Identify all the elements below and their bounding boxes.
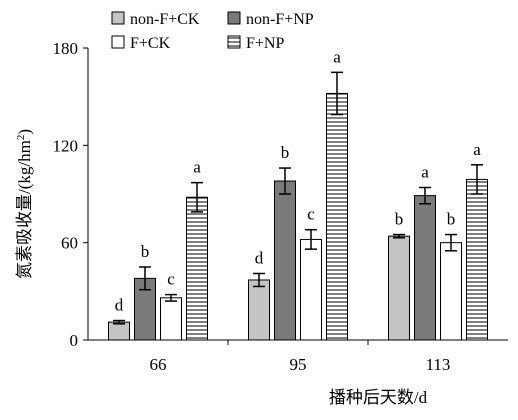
significance-label: a — [473, 140, 481, 159]
bar — [248, 279, 270, 341]
significance-label: a — [333, 47, 341, 66]
bar — [160, 297, 182, 341]
y-tick-label: 0 — [70, 331, 79, 350]
y-tick-label: 60 — [61, 234, 78, 253]
legend-label: non-F+NP — [246, 11, 314, 28]
legend-swatch — [111, 35, 125, 49]
legend-swatch — [227, 35, 241, 49]
y-tick-label: 180 — [53, 39, 79, 58]
significance-label: b — [281, 143, 290, 162]
bar — [300, 238, 322, 341]
y-axis-title-sup: 2 — [15, 135, 27, 141]
x-tick-label: 95 — [290, 355, 307, 374]
significance-label: a — [421, 163, 429, 182]
bar — [108, 321, 130, 341]
bar — [186, 196, 208, 341]
bar — [466, 178, 488, 341]
y-axis-title: 氮素吸收量/(kg/hm2) — [15, 129, 34, 279]
bar — [274, 180, 296, 341]
legend: non-F+CK non-F+NP F+CK F+NP — [111, 11, 314, 52]
significance-label: b — [141, 242, 150, 261]
legend-swatch — [227, 11, 241, 25]
legend-label: non-F+CK — [130, 11, 200, 28]
x-axis-title: 播种后天数/d — [329, 388, 428, 407]
legend-label: F+NP — [246, 35, 284, 52]
significance-label: d — [115, 296, 124, 315]
significance-label: d — [255, 248, 264, 267]
y-axis-title-end: ) — [15, 129, 34, 135]
significance-label: b — [395, 210, 404, 229]
legend-swatch — [111, 11, 125, 25]
significance-label: c — [167, 270, 175, 289]
x-tick-label: 113 — [426, 355, 451, 374]
y-axis-title-main: 氮素吸收量/(kg/hm — [15, 140, 34, 279]
significance-label: b — [447, 210, 456, 229]
bar — [414, 195, 436, 341]
bar — [440, 242, 462, 341]
y-tick-label: 120 — [53, 136, 79, 155]
bar — [388, 235, 410, 341]
bar — [326, 92, 348, 341]
significance-label: c — [307, 205, 315, 224]
x-tick-label: 66 — [150, 355, 167, 374]
legend-label: F+CK — [130, 35, 171, 52]
significance-label: a — [193, 158, 201, 177]
